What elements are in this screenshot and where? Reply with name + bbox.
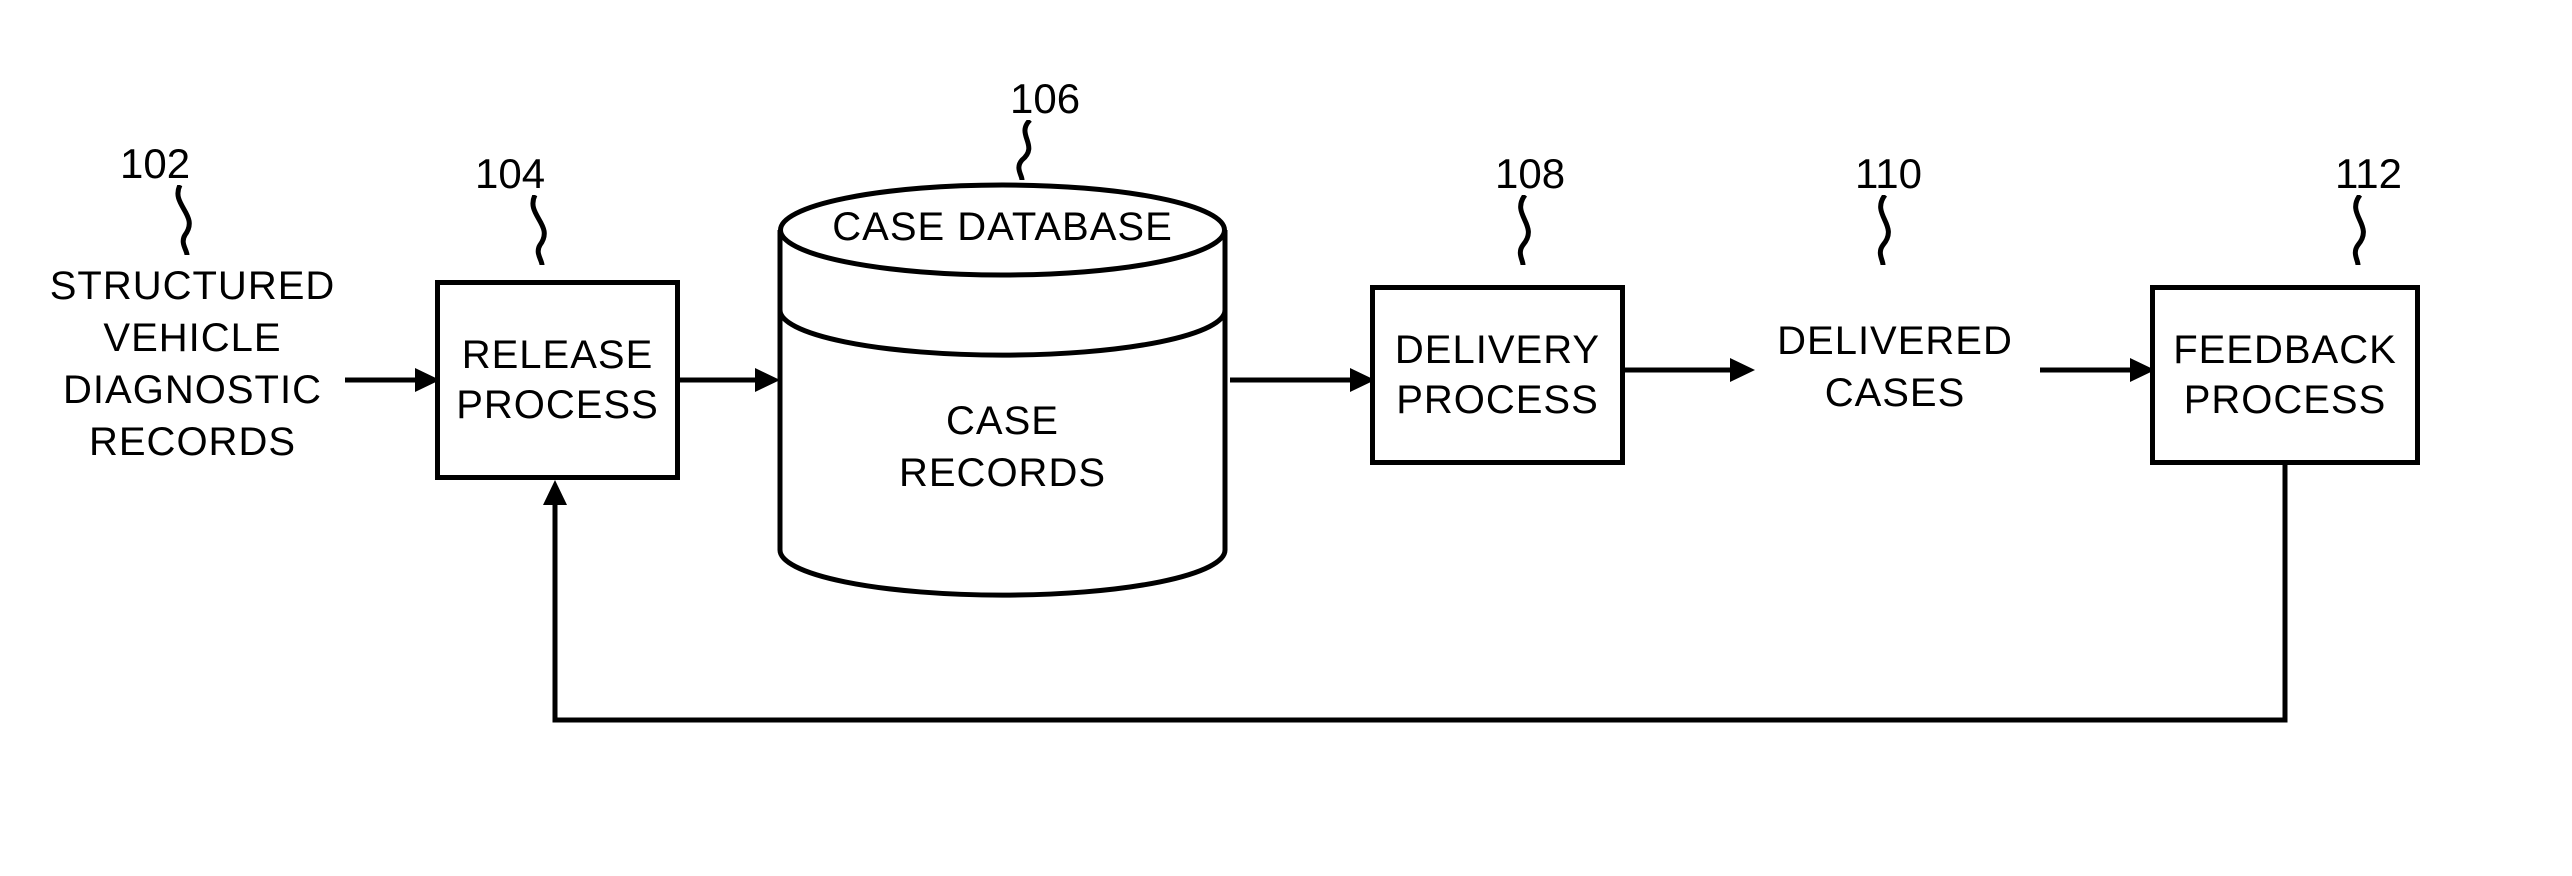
leader-102 xyxy=(165,185,215,255)
ref-104: 104 xyxy=(475,150,545,198)
leader-104 xyxy=(520,195,570,265)
node-structured-records: STRUCTURED VEHICLE DIAGNOSTIC RECORDS xyxy=(40,260,345,468)
arrow-102-to-104 xyxy=(345,365,440,395)
arrow-112-to-104-feedback xyxy=(525,460,2305,740)
arrow-106-to-108 xyxy=(1230,365,1375,395)
ref-112: 112 xyxy=(2335,150,2402,198)
leader-112 xyxy=(2330,195,2380,265)
leader-110 xyxy=(1855,195,1905,265)
node-delivered-cases: DELIVERED CASES xyxy=(1755,315,2035,419)
cylinder-top-label: CASE DATABASE xyxy=(775,205,1230,250)
node-release-process: RELEASE PROCESS xyxy=(435,280,680,480)
ref-108: 108 xyxy=(1495,150,1565,198)
ref-106: 106 xyxy=(1010,75,1080,123)
node-delivery-process: DELIVERY PROCESS xyxy=(1370,285,1625,465)
ref-110: 110 xyxy=(1855,150,1922,198)
ref-102: 102 xyxy=(120,140,190,188)
leader-106 xyxy=(1000,120,1050,180)
arrow-108-to-110 xyxy=(1625,355,1755,385)
flow-diagram: 102 STRUCTURED VEHICLE DIAGNOSTIC RECORD… xyxy=(0,0,2572,876)
arrow-110-to-112 xyxy=(2040,355,2155,385)
leader-108 xyxy=(1495,195,1545,265)
node-feedback-process: FEEDBACK PROCESS xyxy=(2150,285,2420,465)
arrow-104-to-106 xyxy=(680,365,780,395)
